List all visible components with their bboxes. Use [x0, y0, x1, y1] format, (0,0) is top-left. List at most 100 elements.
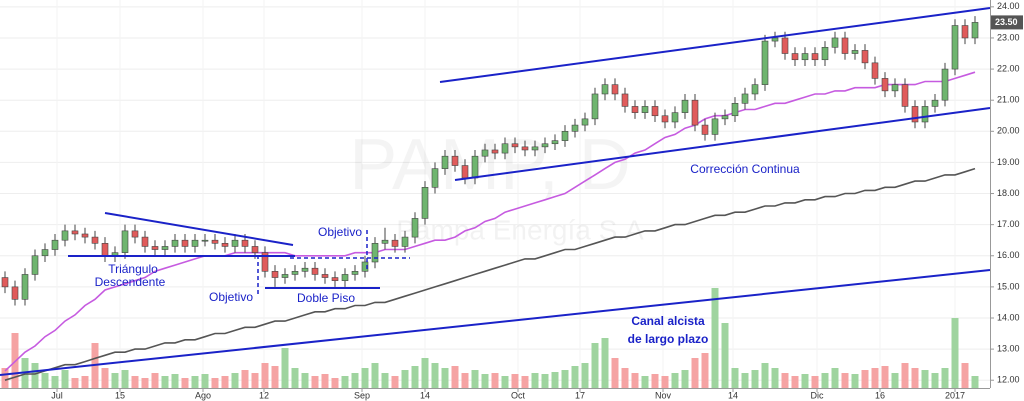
candle-body [431, 168, 439, 188]
volume-bar [421, 358, 429, 388]
watermark: PAMP, D [349, 125, 630, 205]
volume-bar [181, 378, 189, 388]
candle-body [461, 165, 469, 179]
volume-bar [851, 374, 859, 388]
last-price-box [991, 15, 1023, 30]
volume-bar [251, 373, 259, 388]
candle-body [761, 40, 769, 85]
x-tick-label: Ago [195, 390, 211, 400]
candle-body [221, 243, 229, 247]
y-tick-label: 22.00 [997, 63, 1020, 73]
candle-body [121, 230, 129, 253]
volume-bar [651, 374, 659, 388]
candle-body [731, 103, 739, 117]
volume-bar [781, 373, 789, 388]
candle-body [131, 230, 139, 238]
x-tick-label: Nov [655, 390, 672, 400]
candle-body [711, 118, 719, 135]
volume-bar [81, 376, 89, 388]
volume-bar [901, 363, 909, 388]
annotation: Triángulo [108, 262, 158, 276]
volume-bar [391, 376, 399, 388]
volume-bar [831, 368, 839, 388]
volume-bar [921, 370, 929, 388]
candle-body [501, 143, 509, 154]
candle-body [751, 84, 759, 95]
candle-body [241, 239, 249, 247]
candle-body [631, 106, 639, 113]
candle-body [1, 277, 9, 288]
volume-bar [241, 370, 249, 388]
y-tick-label: 24.00 [997, 1, 1020, 11]
candle-body [171, 239, 179, 247]
moving-average [4, 71, 976, 372]
volume-bar [311, 376, 319, 388]
volume-bar [861, 370, 869, 388]
volume-bar [471, 370, 479, 388]
volume-bar [161, 376, 169, 388]
volume-bar [661, 376, 669, 388]
volume-bar [791, 376, 799, 388]
y-tick-label: 16.00 [997, 250, 1020, 260]
volume-bar [401, 370, 409, 388]
y-tick-label: 18.00 [997, 188, 1020, 198]
volume-bar [811, 376, 819, 388]
volume-bar [461, 373, 469, 388]
candle-body [811, 53, 819, 61]
y-tick-label: 14.00 [997, 312, 1020, 322]
candle-body [381, 239, 389, 244]
volume-bar [771, 368, 779, 388]
volume-bar [121, 370, 129, 388]
volume-bar [491, 373, 499, 388]
annotation: Objetivo [318, 225, 362, 239]
volume-bar [741, 373, 749, 388]
volume-bar [591, 343, 599, 388]
candle-body [621, 93, 629, 107]
volume-bar [61, 370, 69, 388]
candle-body [331, 277, 339, 281]
x-tick-label: Oct [511, 390, 526, 400]
candle-body [961, 25, 969, 39]
trend-line [454, 107, 991, 181]
candle-body [441, 155, 449, 169]
volume-bar [731, 368, 739, 388]
candle-body [921, 106, 929, 123]
trend-line [439, 7, 991, 83]
trend-lines [0, 7, 991, 376]
volume-bar [541, 374, 549, 388]
candle-body [471, 155, 479, 179]
candle-body [421, 187, 429, 219]
volume-bar [721, 323, 729, 388]
candle-body [551, 140, 559, 145]
volume-layer [1, 288, 979, 388]
volume-bar [481, 374, 489, 388]
candle-body [871, 62, 879, 79]
candle-body [781, 37, 789, 54]
volume-bar [611, 358, 619, 388]
volume-bar [71, 378, 79, 388]
candle-body [741, 93, 749, 104]
candle-body [191, 239, 199, 247]
candle-body [411, 218, 419, 238]
volume-bar [231, 373, 239, 388]
candle-body [41, 249, 49, 257]
candle-body [491, 149, 499, 154]
volume-bar [701, 353, 709, 388]
volume-bar [131, 376, 139, 388]
last-price-label: 23.50 [995, 17, 1018, 27]
volume-bar [941, 368, 949, 388]
candle-body [321, 274, 329, 278]
volume-bar [201, 374, 209, 388]
annotation: Descendente [95, 275, 166, 289]
candle-body [901, 84, 909, 107]
y-tick-label: 15.00 [997, 281, 1020, 291]
candle-body [401, 236, 409, 247]
annotation: Doble Piso [297, 291, 355, 305]
candle-body [541, 143, 549, 148]
candle-body [251, 246, 259, 253]
x-tick-label: 14 [728, 390, 738, 400]
candle-body [101, 243, 109, 257]
volume-bar [1, 368, 9, 388]
candle-body [651, 106, 659, 117]
